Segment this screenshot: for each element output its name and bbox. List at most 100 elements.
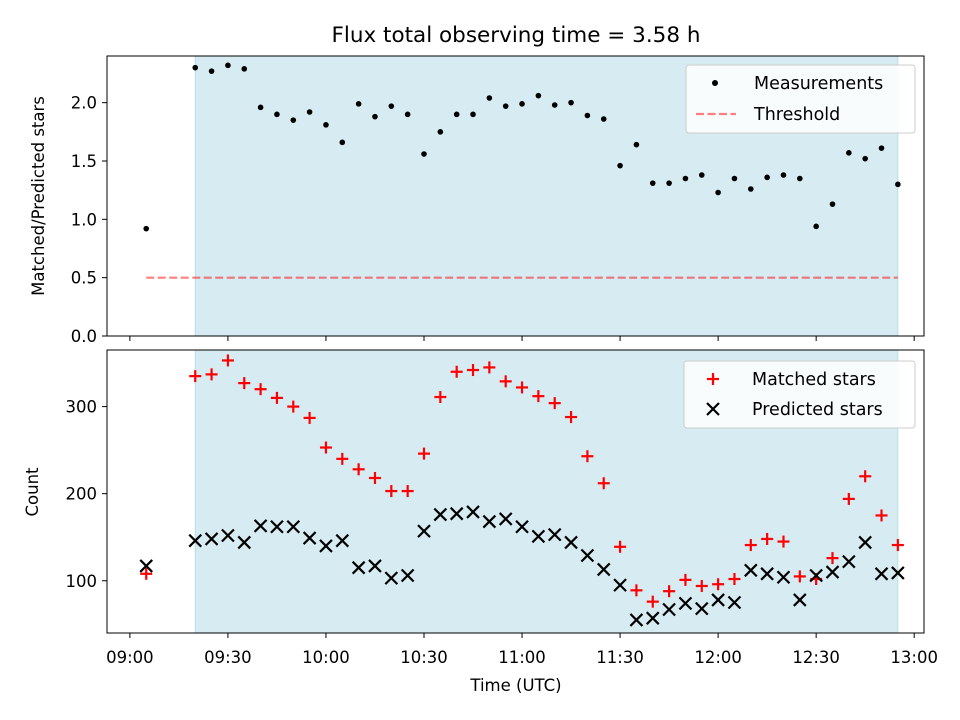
top-ytick-label: 0.0: [71, 327, 97, 346]
measurement-point: [829, 201, 836, 207]
top-legend-box: [685, 64, 916, 134]
top-ytick-label: 0.5: [71, 269, 97, 288]
matched-star-point: [434, 391, 447, 404]
predicted-star-point: [547, 527, 562, 542]
measurement-point: [470, 111, 476, 118]
matched-star-point: [744, 539, 757, 552]
measurement-point: [290, 117, 297, 123]
predicted-star-point: [335, 533, 350, 548]
predicted-star-point: [384, 571, 399, 585]
legend-measurements-marker: [712, 80, 718, 86]
matched-star-point: [761, 532, 774, 545]
legend-matched-label: Matched stars: [752, 370, 876, 390]
predicted-star-point: [564, 535, 578, 550]
x-axis-label: Time (UTC): [469, 676, 561, 695]
measurement-point: [323, 122, 329, 128]
measurement-point: [355, 101, 362, 107]
matched-star-point: [221, 354, 234, 367]
predicted-star-point: [351, 560, 366, 575]
measurement-point: [797, 175, 803, 182]
predicted-star-point: [776, 570, 791, 585]
measurement-point: [388, 103, 395, 109]
measurement-point: [502, 103, 509, 109]
matched-star-point: [597, 477, 610, 490]
measurement-point: [551, 102, 558, 108]
bottom-axes-frame: [106, 349, 925, 634]
matched-star-point: [826, 552, 839, 565]
matched-star-point: [483, 361, 496, 374]
predicted-star-point: [727, 595, 742, 610]
matched-star-point: [189, 370, 202, 383]
measurement-point: [895, 181, 901, 188]
bottom-panel: 100 200 300 09:00 09:30 10:00 10:30 11:00 11:30…: [23, 349, 938, 695]
measurement-point: [862, 155, 868, 162]
matched-star-point: [417, 447, 430, 460]
measurement-point: [813, 223, 819, 230]
measurement-point: [600, 116, 607, 122]
measurement-point: [519, 101, 525, 107]
matched-star-point: [793, 570, 806, 583]
predicted-star-point: [204, 532, 219, 546]
measurement-point: [453, 111, 460, 118]
measurement-point: [404, 111, 411, 118]
matched-star-point: [368, 472, 381, 485]
top-ytick-label: 2.0: [71, 94, 97, 113]
matched-star-point: [565, 411, 578, 424]
predicted-star-point: [433, 507, 448, 522]
measurement-point: [339, 139, 346, 146]
matched-star-point: [205, 368, 218, 381]
predicted-star-point: [482, 514, 497, 529]
predicted-star-point: [449, 506, 464, 521]
measurement-point: [747, 186, 754, 192]
predicted-star-point: [417, 524, 431, 538]
matched-star-point: [614, 540, 627, 553]
matched-star-point: [319, 441, 332, 454]
predicted-star-point: [139, 559, 153, 573]
bottom-legend-box: [683, 360, 916, 429]
predicted-star-point: [319, 539, 333, 553]
measurement-point: [568, 99, 574, 106]
predicted-star-point: [825, 565, 840, 579]
predicted-star-point: [858, 535, 872, 550]
matched-star-point: [336, 452, 349, 465]
matched-star-point: [728, 573, 741, 586]
bottom-ytick-label: 200: [66, 485, 98, 504]
predicted-star-point: [662, 602, 676, 617]
xtick-label: 09:30: [204, 648, 252, 667]
predicted-star-point: [629, 613, 644, 627]
matched-star-point: [630, 584, 643, 597]
predicted-star-point: [302, 531, 317, 545]
predicted-star-point: [744, 563, 758, 578]
xtick-label: 09:00: [106, 648, 154, 667]
matched-star-point: [401, 485, 414, 498]
predicted-star-point: [596, 562, 611, 577]
matched-star-point: [516, 381, 529, 394]
chart-title: Flux total observing time = 3.58 h: [332, 23, 701, 48]
top-ytick-label: 1.5: [71, 152, 97, 171]
xtick-label: 11:00: [498, 648, 546, 667]
measurement-point: [584, 112, 591, 119]
matched-star-point: [663, 585, 676, 598]
predicted-star-point: [580, 548, 595, 563]
top-legend: Measurements Threshold: [685, 64, 916, 134]
matched-star-point: [467, 364, 480, 377]
matched-star-point: [842, 492, 855, 505]
measurement-point: [617, 162, 623, 169]
predicted-star-point: [515, 519, 529, 534]
legend-matched-marker: [707, 373, 719, 385]
measurement-point: [535, 92, 542, 99]
predicted-star-point: [253, 519, 268, 533]
measurement-point: [208, 68, 215, 74]
measurement-point: [486, 95, 493, 101]
matched-star-point: [581, 450, 594, 463]
predicted-star-point: [237, 535, 252, 550]
matched-star-point: [548, 397, 561, 410]
top-panel: 0.00.51.01.52.0 Matched/Predicted stars …: [29, 55, 925, 346]
predicted-star-point: [678, 596, 693, 611]
xtick-label: 10:00: [302, 648, 350, 667]
matched-star-point: [352, 463, 365, 476]
xtick-label: 11:30: [596, 648, 644, 667]
bottom-ytick-label: 100: [66, 572, 98, 591]
predicted-star-point: [400, 568, 415, 583]
